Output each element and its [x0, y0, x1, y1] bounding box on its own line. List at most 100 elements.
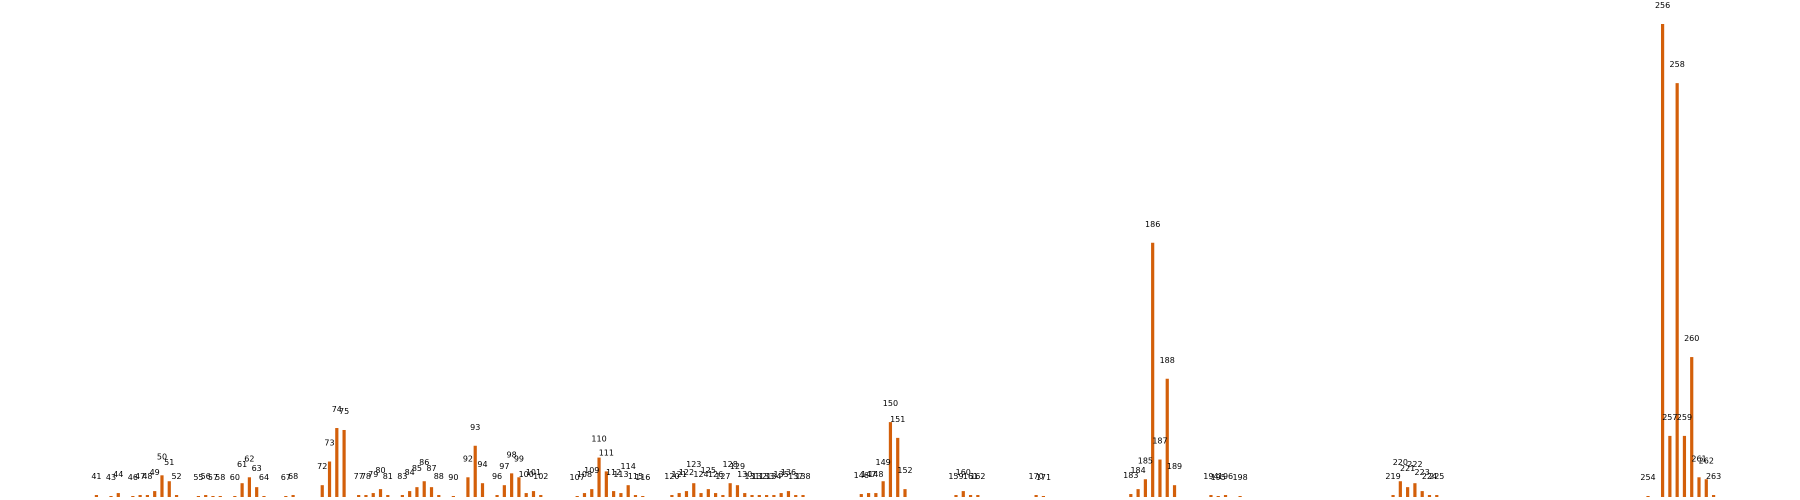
bar-label-47: 47 — [135, 472, 145, 481]
bar-186 — [1151, 242, 1155, 497]
bar-260 — [1690, 357, 1694, 497]
bar-48 — [145, 495, 150, 497]
bar-label-150: 150 — [883, 399, 898, 408]
bar-label-99: 99 — [514, 454, 524, 463]
bar-116 — [641, 496, 645, 497]
bar-label-124: 124 — [693, 470, 708, 479]
bar-label-135: 135 — [774, 470, 789, 479]
bar-label-64: 64 — [259, 473, 269, 482]
bar-label-107: 107 — [570, 473, 585, 482]
bar-label-63: 63 — [252, 464, 262, 473]
bar-label-160: 160 — [956, 468, 971, 477]
bar-93 — [473, 445, 477, 497]
bar-110 — [597, 457, 601, 497]
bar-label-73: 73 — [324, 439, 334, 448]
bar-73 — [327, 461, 332, 497]
bar-112 — [612, 491, 616, 497]
bar-132 — [757, 495, 761, 497]
bar-196 — [1223, 495, 1228, 497]
bar-label-87: 87 — [426, 464, 436, 473]
bar-84 — [408, 491, 412, 497]
bar-259 — [1682, 435, 1687, 497]
bar-label-114: 114 — [621, 462, 636, 471]
bar-label-96: 96 — [492, 472, 502, 481]
bar-label-44: 44 — [113, 470, 123, 479]
bar-label-122: 122 — [679, 468, 694, 477]
bar-101 — [531, 491, 536, 497]
bar-96 — [495, 495, 499, 497]
bar-160 — [961, 491, 965, 497]
bar-113 — [619, 493, 623, 497]
bar-83 — [400, 495, 404, 497]
bar-61 — [240, 483, 244, 497]
bar-149 — [881, 481, 885, 497]
bar-label-131: 131 — [744, 472, 759, 481]
bar-label-219: 219 — [1385, 472, 1400, 481]
bar-137 — [794, 495, 798, 497]
bar-label-98: 98 — [507, 450, 517, 459]
bar-label-130: 130 — [737, 470, 752, 479]
bar-256 — [1660, 24, 1665, 497]
bar-115 — [633, 495, 638, 497]
bar-label-49: 49 — [150, 468, 160, 477]
bar-85 — [415, 487, 419, 497]
bar-81 — [386, 495, 390, 497]
bar-67 — [284, 496, 288, 497]
bar-label-254: 254 — [1640, 473, 1655, 482]
bar-label-116: 116 — [635, 473, 650, 482]
bar-label-133: 133 — [759, 472, 774, 481]
bar-label-152: 152 — [897, 466, 912, 475]
bar-107 — [575, 496, 579, 497]
bar-224 — [1427, 495, 1432, 497]
bar-97 — [502, 485, 506, 498]
bar-127 — [721, 495, 725, 497]
bar-74 — [335, 428, 339, 497]
bar-189 — [1172, 485, 1177, 498]
bar-label-261: 261 — [1691, 454, 1706, 463]
bar-label-127: 127 — [715, 472, 730, 481]
bar-label-183: 183 — [1123, 471, 1138, 480]
bar-55 — [196, 496, 201, 497]
bar-label-90: 90 — [448, 473, 458, 482]
bar-88 — [437, 495, 441, 497]
bar-146 — [859, 494, 863, 497]
bar-label-110: 110 — [591, 435, 606, 444]
bar-label-225: 225 — [1429, 472, 1444, 481]
bar-99 — [517, 477, 521, 497]
bar-label-46: 46 — [128, 473, 138, 482]
bar-261 — [1697, 477, 1701, 497]
bar-label-79: 79 — [368, 470, 378, 479]
bar-label-262: 262 — [1699, 456, 1714, 465]
bar-label-41: 41 — [91, 472, 101, 481]
bar-label-188: 188 — [1160, 356, 1175, 365]
bar-138 — [801, 495, 805, 497]
bar-108 — [582, 493, 587, 497]
bar-label-51: 51 — [164, 458, 174, 467]
bar-label-194: 194 — [1203, 472, 1218, 481]
bar-label-198: 198 — [1232, 473, 1247, 482]
bar-label-97: 97 — [499, 462, 509, 471]
bar-46 — [131, 496, 135, 497]
bar-label-185: 185 — [1138, 456, 1153, 465]
bar-56 — [204, 495, 208, 497]
bar-label-81: 81 — [383, 472, 393, 481]
bar-123 — [692, 483, 696, 497]
bar-221 — [1406, 487, 1410, 497]
bar-51 — [167, 481, 171, 497]
bar-label-137: 137 — [788, 472, 803, 481]
bar-label-147: 147 — [861, 470, 876, 479]
bar-184 — [1136, 489, 1140, 497]
bar-label-61: 61 — [237, 460, 247, 469]
bar-label-224: 224 — [1422, 472, 1437, 481]
bar-label-48: 48 — [142, 472, 152, 481]
bar-label-56: 56 — [201, 472, 211, 481]
bar-label-220: 220 — [1393, 458, 1408, 467]
bar-label-67: 67 — [281, 473, 291, 482]
bar-label-161: 161 — [963, 472, 978, 481]
bar-198 — [1238, 496, 1242, 497]
bar-79 — [371, 493, 375, 497]
bar-185 — [1143, 479, 1147, 497]
bar-label-151: 151 — [890, 415, 905, 424]
bar-label-186: 186 — [1145, 220, 1160, 229]
